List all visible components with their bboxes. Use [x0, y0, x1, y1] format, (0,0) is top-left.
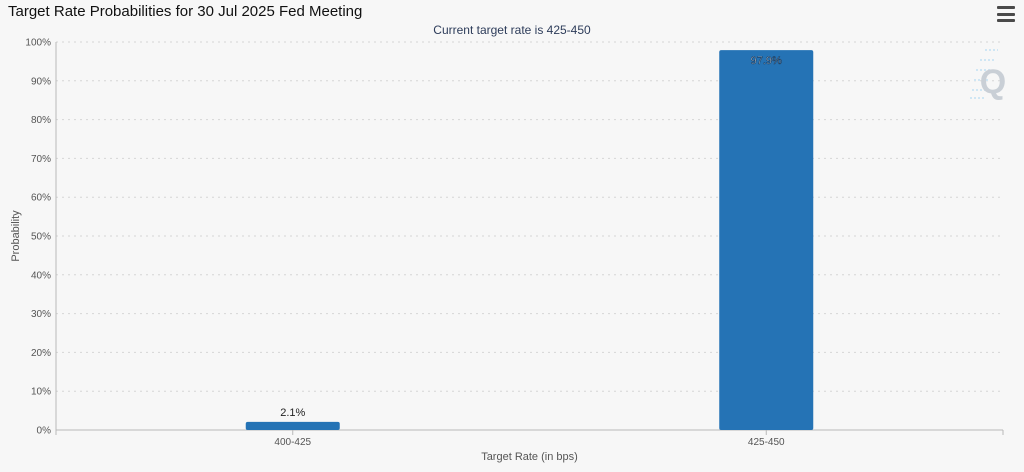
chart-title: Target Rate Probabilities for 30 Jul 202…: [8, 3, 363, 20]
data-label: 97.9%: [751, 55, 782, 67]
y-tick-label: 80%: [31, 115, 51, 126]
bar: [719, 50, 814, 430]
y-tick-label: 50%: [31, 232, 51, 243]
y-tick-label: 40%: [31, 270, 51, 281]
y-axis-title: Probability: [10, 210, 22, 262]
y-tick-label: 70%: [31, 154, 51, 165]
y-tick-label: 0%: [37, 426, 52, 437]
y-tick-label: 90%: [31, 76, 51, 87]
y-tick-label: 100%: [25, 38, 51, 49]
bar: [245, 421, 340, 430]
hamburger-menu-icon[interactable]: [997, 6, 1015, 22]
y-tick-label: 30%: [31, 309, 51, 320]
y-tick-label: 10%: [31, 387, 51, 398]
x-tick-label: 400-425: [274, 437, 311, 448]
x-axis-title: Target Rate (in bps): [481, 451, 578, 463]
chart-subtitle: Current target rate is 425-450: [433, 23, 591, 37]
y-tick-label: 60%: [31, 193, 51, 204]
q-logo-icon: Q: [980, 63, 1006, 101]
y-tick-label: 20%: [31, 348, 51, 359]
data-label: 2.1%: [280, 407, 305, 419]
x-tick-label: 425-450: [748, 437, 785, 448]
